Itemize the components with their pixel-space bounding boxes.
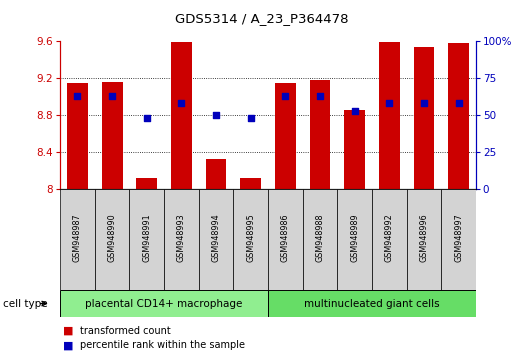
Bar — [268, 290, 476, 317]
Bar — [164, 189, 199, 290]
Text: GSM948997: GSM948997 — [454, 213, 463, 262]
Bar — [379, 42, 400, 189]
Bar — [241, 178, 261, 189]
Bar — [129, 189, 164, 290]
Text: GSM948986: GSM948986 — [281, 213, 290, 262]
Bar — [206, 159, 226, 189]
Point — [454, 100, 463, 106]
Text: percentile rank within the sample: percentile rank within the sample — [80, 340, 245, 350]
Bar — [372, 189, 407, 290]
Bar — [414, 47, 434, 189]
Bar — [407, 189, 441, 290]
Text: cell type: cell type — [3, 298, 47, 309]
Bar — [441, 189, 476, 290]
Text: GSM948988: GSM948988 — [315, 213, 324, 262]
Point — [143, 115, 151, 121]
Point — [350, 108, 359, 113]
Bar — [95, 189, 129, 290]
Bar — [199, 189, 233, 290]
Text: GSM948987: GSM948987 — [73, 213, 82, 262]
Point — [420, 100, 428, 106]
Text: transformed count: transformed count — [80, 326, 171, 336]
Bar — [344, 110, 365, 189]
Text: ■: ■ — [63, 340, 73, 350]
Bar — [268, 189, 303, 290]
Text: GSM948994: GSM948994 — [212, 213, 221, 262]
Bar — [137, 178, 157, 189]
Bar — [303, 189, 337, 290]
Point — [212, 112, 220, 118]
Bar — [60, 189, 95, 290]
Text: ■: ■ — [63, 326, 73, 336]
Point — [73, 93, 82, 98]
Text: GSM948996: GSM948996 — [419, 213, 428, 262]
Bar — [275, 82, 295, 189]
Text: GSM948995: GSM948995 — [246, 213, 255, 262]
Bar — [448, 44, 469, 189]
Text: GSM948992: GSM948992 — [385, 213, 394, 262]
Bar — [171, 42, 192, 189]
Point — [177, 100, 186, 106]
Text: GSM948993: GSM948993 — [177, 213, 186, 262]
Text: GSM948989: GSM948989 — [350, 213, 359, 262]
Bar — [233, 189, 268, 290]
Text: multinucleated giant cells: multinucleated giant cells — [304, 298, 440, 309]
Text: GSM948990: GSM948990 — [108, 213, 117, 262]
Point — [246, 115, 255, 121]
Bar — [60, 290, 268, 317]
Bar — [337, 189, 372, 290]
Text: GDS5314 / A_23_P364478: GDS5314 / A_23_P364478 — [175, 12, 348, 25]
Point — [385, 100, 393, 106]
Point — [281, 93, 290, 98]
Text: placental CD14+ macrophage: placental CD14+ macrophage — [85, 298, 243, 309]
Bar — [310, 80, 331, 189]
Bar — [101, 81, 122, 189]
Point — [316, 93, 324, 98]
Point — [108, 93, 116, 98]
Bar — [67, 84, 88, 189]
Text: GSM948991: GSM948991 — [142, 213, 151, 262]
